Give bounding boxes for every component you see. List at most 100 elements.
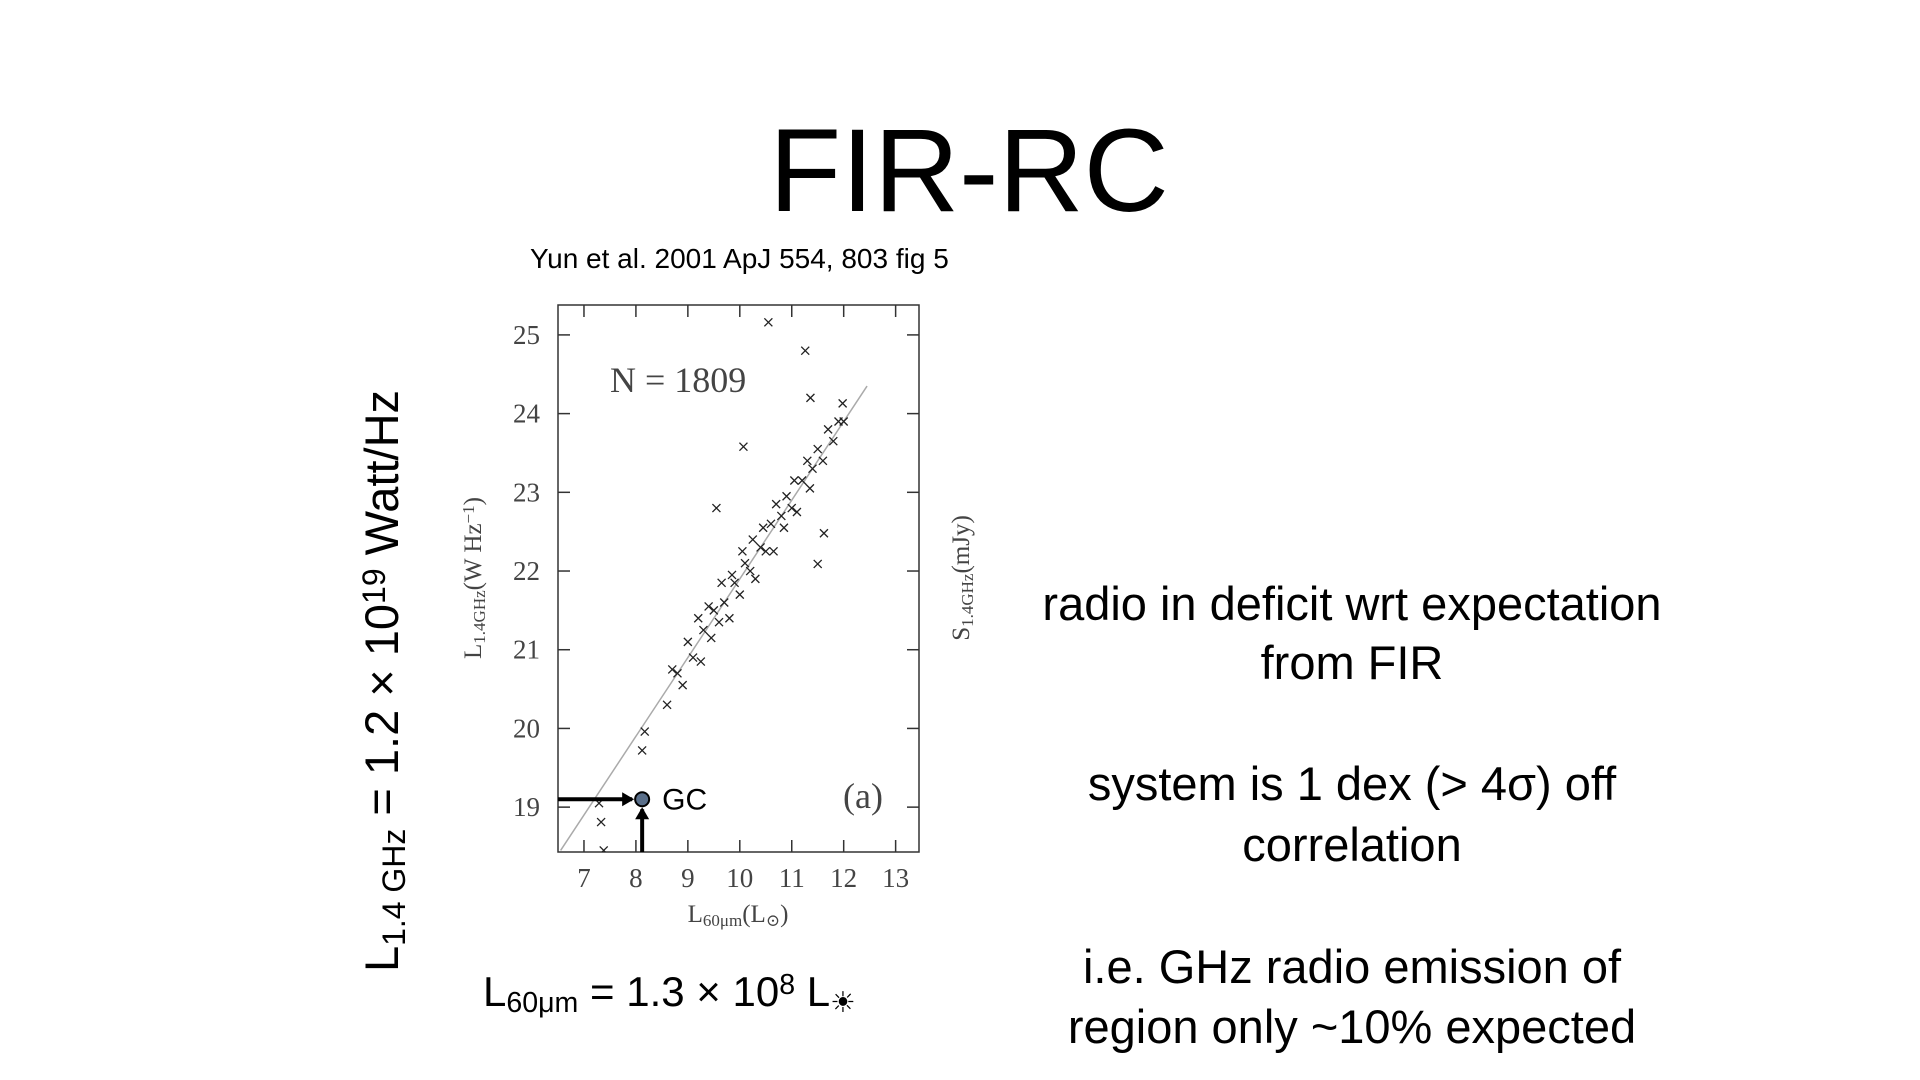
bottom-formula: L60μm = 1.3 × 108 L☀ [483, 968, 856, 1019]
note-line: system is 1 dex (> 4σ) off [1088, 757, 1617, 810]
scatter-point [805, 393, 815, 403]
scatter-point [813, 559, 823, 569]
scatter-point [683, 637, 693, 647]
scatter-point [776, 511, 786, 521]
scatter-point [714, 617, 724, 627]
scatter-point [711, 503, 721, 513]
annotation: N = 1809 [610, 360, 746, 400]
scatter-point [740, 558, 750, 568]
scatter-point [761, 546, 771, 556]
bottom-formula-part: L [483, 968, 506, 1015]
scatter-point [719, 598, 729, 607]
scatter-point [596, 817, 606, 827]
bottom-formula-part: = 1.3 × 10 [578, 968, 779, 1015]
left-formula-part: 1.4 GHz [376, 829, 412, 946]
scatter-point [766, 519, 776, 529]
y-axis-label-part: ) [460, 497, 487, 505]
slide-title: FIR-RC [769, 105, 1169, 237]
scatter-point [735, 590, 745, 600]
scatter-point [717, 578, 727, 588]
scatter-point [667, 664, 677, 674]
scatter-point [709, 605, 719, 615]
scatter-point [673, 668, 682, 678]
scatter-point [828, 436, 838, 446]
scatter-point [698, 625, 708, 635]
y-axis-label-part: −1 [459, 505, 478, 523]
gc-label: GC [662, 783, 707, 816]
y2-axis-label-part: 1.4GHz [958, 573, 977, 627]
note-line: correlation [1242, 818, 1461, 871]
note-line: from FIR [1261, 636, 1444, 689]
plot-area [559, 317, 868, 852]
scatter-point [758, 523, 768, 533]
scatter-point [693, 613, 703, 623]
bottom-formula-part: ☀ [830, 987, 856, 1019]
x-tick-label: 11 [779, 863, 805, 893]
x-tick-label: 9 [681, 863, 695, 893]
scatter-point [813, 444, 823, 454]
gc-arrow-v-head [635, 807, 650, 820]
scatter-point [599, 845, 609, 852]
scatter-point [704, 601, 714, 611]
y-tick-label: 23 [513, 477, 540, 507]
y-tick-label: 24 [513, 399, 541, 429]
scatter-point [800, 346, 810, 356]
scatter-point [637, 746, 647, 755]
x-axis-label-part: ⊙ [766, 911, 780, 930]
x-axis-label-part: 60μm [703, 911, 742, 930]
x-axis-label-part: L [688, 901, 703, 928]
scatter-point [818, 456, 828, 466]
scatter-point [839, 417, 849, 426]
plot-frame [557, 304, 920, 853]
scatter-point [745, 566, 755, 576]
y-axis-label-part: (W Hz [460, 523, 487, 590]
scatter-point [756, 542, 766, 552]
scatter-point [678, 680, 688, 690]
x-axis-label-part: (L [742, 901, 766, 928]
bottom-formula-part: 8 [779, 969, 795, 1001]
scatter-point [688, 653, 698, 663]
x-axis-label-part: ) [780, 901, 788, 928]
annotation: (a) [843, 776, 883, 816]
citation: Yun et al. 2001 ApJ 554, 803 fig 5 [530, 243, 949, 274]
scatter-point [838, 398, 848, 408]
scatter-point [640, 727, 650, 737]
scatter-point [737, 546, 747, 556]
y2-axis-label-part: S [948, 627, 975, 641]
x-tick-label: 7 [577, 863, 591, 893]
scatter-point [789, 476, 799, 485]
scatter-point [779, 523, 789, 533]
left-formula: L1.4 GHz = 1.2 × 1019 Watt/Hz [355, 390, 412, 972]
left-formula-part: L [355, 946, 408, 972]
scatter-point [706, 633, 716, 643]
scatter-point [797, 476, 807, 485]
scatter-point [730, 578, 740, 588]
x-tick-label: 12 [830, 863, 857, 893]
y-axis-label-part: 1.4GHz [470, 590, 489, 644]
scatter-point [787, 503, 797, 513]
y2-axis-label-part: (mJy) [948, 515, 975, 573]
x-axis-label: L60μm(L⊙) [688, 901, 789, 930]
scatter-point [662, 700, 672, 710]
x-tick-label: 13 [882, 863, 909, 893]
y-axis-label-part: L [460, 644, 487, 659]
y-tick-label: 25 [513, 320, 540, 350]
scatter-point [792, 507, 802, 517]
scatter-point [802, 456, 812, 466]
gc-point [634, 791, 651, 808]
left-formula-part: Watt/Hz [355, 390, 408, 568]
scatter-point [738, 442, 748, 452]
y-tick-label: 22 [513, 556, 540, 586]
y2-axis-label: S1.4GHz(mJy) [948, 515, 977, 641]
bottom-formula-part: 60μm [506, 987, 578, 1019]
bottom-formula-part: L [795, 968, 830, 1015]
x-tick-label: 10 [726, 863, 753, 893]
fit-line [559, 385, 868, 851]
scatter-point [823, 424, 833, 434]
scatter-point [808, 464, 817, 474]
scatter-point [724, 613, 734, 623]
scatter-point [696, 657, 706, 666]
scatter-point [750, 574, 760, 584]
